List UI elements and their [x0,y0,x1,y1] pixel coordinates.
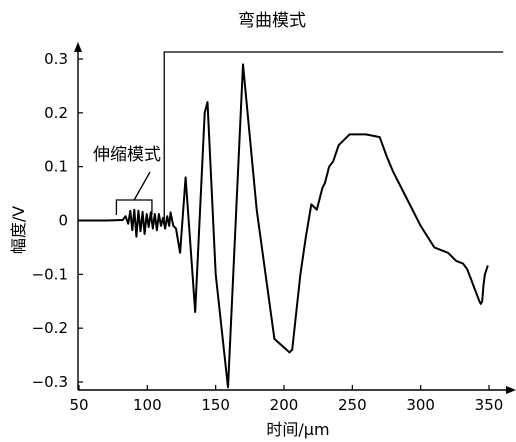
y-tick-label: −0.1 [32,265,68,283]
x-tick-label: 350 [475,396,504,414]
extension-mode-leader [133,171,151,201]
extension-mode-label: 伸缩模式 [93,145,161,165]
x-tick-label: 150 [201,396,230,414]
x-tick-label: 100 [133,396,162,414]
series [78,63,489,389]
x-axis-arrow [506,386,516,394]
y-tick-label: −0.2 [32,319,68,337]
ticks: 0.3 0.2 0.1 0 −0.1 −0.2 −0.350 100 150 200 250 300 3… [32,50,504,414]
x-tick-label: 50 [69,396,88,414]
x-axis-title: 时间/μm [266,420,329,439]
axes [74,42,516,394]
y-tick-label: 0.3 [44,50,68,68]
series-line [78,63,489,389]
y-tick-label: 0.2 [44,104,68,122]
y-tick-label: 0.1 [44,158,68,176]
bending-mode-bracket [163,51,504,225]
y-tick-label: 0 [58,212,68,230]
x-tick-label: 200 [270,396,299,414]
x-tick-label: 250 [338,396,367,414]
y-tick-label: −0.3 [32,373,68,391]
y-axis-title: 幅度/V [9,206,28,254]
y-axis-arrow [74,42,82,52]
bending-mode-label: 弯曲模式 [238,11,306,31]
x-tick-label: 300 [406,396,435,414]
